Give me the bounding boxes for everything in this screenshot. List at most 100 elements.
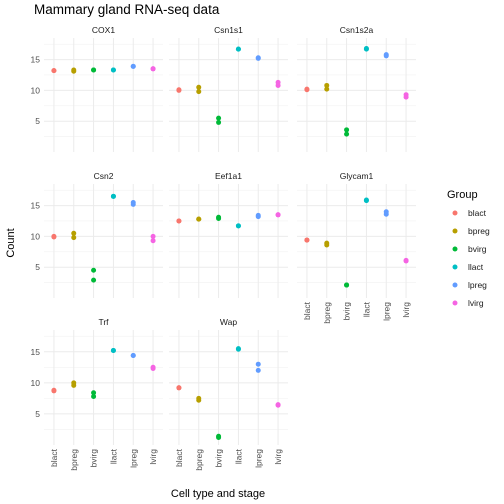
x-tick-label: lpreg	[381, 302, 391, 321]
legend-key-lpreg	[452, 282, 458, 288]
legend-item-lpreg: lpreg	[452, 280, 487, 290]
facet-title: Trf	[98, 317, 109, 327]
data-point-csn1s2a-bvirg	[344, 127, 350, 133]
facet-panel-csn2: Csn2 5 10 15	[31, 171, 163, 298]
facet-panel-csn1s2a: Csn1s2a	[297, 25, 416, 152]
chart-title: Mammary gland RNA-seq data	[34, 2, 220, 17]
x-tick-label: llact	[108, 448, 118, 464]
data-point-csn1s2a-bvirg	[344, 131, 350, 137]
data-point-cox1-llact	[110, 67, 116, 73]
facet-title: Csn1s2a	[340, 25, 374, 35]
data-point-glycam1-bvirg	[344, 282, 350, 288]
data-point-csn2-llact	[110, 193, 116, 199]
legend-key-llact	[452, 264, 458, 270]
data-point-eef1a1-lpreg	[255, 212, 261, 218]
legend-item-bvirg: bvirg	[452, 244, 487, 254]
legend-label-bvirg: bvirg	[468, 244, 487, 254]
x-tick-label: lvirg	[148, 449, 158, 465]
data-point-csn1s1-bvirg	[216, 119, 222, 125]
data-point-csn1s2a-bpreg	[324, 86, 330, 92]
y-tick-label: 5	[35, 409, 40, 419]
legend-label-lvirg: lvirg	[468, 298, 484, 308]
data-point-csn1s2a-bpreg	[324, 82, 330, 88]
data-point-glycam1-lpreg	[383, 211, 389, 217]
data-point-csn1s1-llact	[235, 46, 241, 52]
data-point-cox1-lpreg	[130, 63, 136, 69]
data-point-wap-lpreg	[255, 367, 261, 373]
data-point-cox1-bvirg	[91, 67, 97, 73]
x-tick-label: lpreg	[128, 449, 138, 468]
facet-panel-csn1s1: Csn1s1	[169, 25, 288, 152]
x-tick-label: blact	[49, 448, 59, 467]
facet-panel-cox1: COX1 5 10 15	[31, 25, 163, 152]
facet-title: COX1	[92, 25, 115, 35]
data-point-wap-bvirg	[216, 435, 222, 441]
data-point-cox1-blact	[51, 68, 57, 74]
x-tick-label: bpreg	[69, 449, 79, 471]
y-axis-title: Count	[5, 228, 17, 257]
x-tick-label: lvirg	[273, 449, 283, 465]
data-point-eef1a1-lvirg	[275, 212, 281, 218]
facet-title: Csn2	[94, 171, 114, 181]
legend-key-bpreg	[452, 228, 458, 234]
data-point-glycam1-blact	[304, 237, 310, 243]
data-point-csn2-bpreg	[71, 235, 77, 241]
data-point-csn1s1-blact	[176, 87, 182, 93]
x-axis-title: Cell type and stage	[171, 488, 265, 500]
x-tick-label: lvirg	[401, 302, 411, 318]
x-tick-label: llact	[233, 448, 243, 464]
data-point-csn2-blact	[51, 233, 57, 239]
y-tick-label: 15	[31, 55, 41, 65]
x-tick-label: bvirg	[342, 302, 352, 321]
data-point-wap-blact	[176, 385, 182, 391]
legend-label-llact: llact	[468, 262, 484, 272]
data-point-glycam1-llact	[363, 198, 369, 204]
data-point-eef1a1-bpreg	[196, 216, 202, 222]
data-point-trf-bvirg	[91, 390, 97, 396]
x-tick-label: bvirg	[89, 449, 99, 468]
legend-item-blact: blact	[452, 208, 487, 218]
x-tick-label: blact	[174, 448, 184, 467]
legend-label-lpreg: lpreg	[468, 280, 487, 290]
data-point-csn2-lpreg	[130, 201, 136, 207]
data-point-csn1s1-bvirg	[216, 115, 222, 121]
data-point-trf-lvirg	[150, 366, 156, 372]
data-point-csn2-lvirg	[150, 238, 156, 244]
data-point-csn2-bpreg	[71, 230, 77, 236]
data-point-wap-lvirg	[275, 402, 281, 408]
data-point-csn1s2a-llact	[363, 46, 369, 52]
data-point-csn1s1-lvirg	[275, 79, 281, 85]
facet-panel-eef1a1: Eef1a1	[169, 171, 288, 298]
data-point-cox1-lvirg	[150, 66, 156, 72]
data-point-csn2-lvirg	[150, 233, 156, 239]
y-tick-label: 10	[31, 231, 41, 241]
y-tick-label: 10	[31, 378, 41, 388]
data-point-trf-blact	[51, 388, 57, 394]
data-point-glycam1-bpreg	[324, 242, 330, 248]
data-point-glycam1-lvirg	[403, 257, 409, 263]
data-point-csn1s1-lpreg	[255, 55, 261, 61]
y-tick-label: 5	[35, 116, 40, 126]
legend-key-blact	[452, 210, 458, 216]
data-point-trf-bvirg	[91, 394, 97, 400]
legend-title: Group	[447, 189, 478, 201]
data-point-wap-llact	[235, 346, 241, 352]
x-tick-label: lpreg	[253, 449, 263, 468]
legend-key-bvirg	[452, 246, 458, 252]
y-tick-label: 15	[31, 347, 41, 357]
legend-item-lvirg: lvirg	[452, 298, 484, 308]
data-point-eef1a1-bvirg	[216, 216, 222, 222]
facet-panel-trf: Trf 5 10 15 blact bpreg bvirg llact lpreg lvirg	[31, 317, 163, 471]
facet-title: Wap	[220, 317, 237, 327]
data-point-csn1s2a-lpreg	[383, 52, 389, 58]
y-tick-label: 10	[31, 85, 41, 95]
legend-item-llact: llact	[452, 262, 484, 272]
data-point-cox1-bpreg	[71, 67, 77, 73]
x-tick-label: bvirg	[214, 449, 224, 468]
data-point-csn1s2a-blact	[304, 86, 310, 92]
data-point-trf-bpreg	[71, 382, 77, 388]
facet-panels: COX1 5 10 15 Csn1s1 Csn1s2a Csn2 5 10 15 Eef1a1 Gly…	[31, 25, 416, 471]
x-tick-label: llact	[361, 301, 371, 317]
x-tick-label: bpreg	[194, 449, 204, 471]
